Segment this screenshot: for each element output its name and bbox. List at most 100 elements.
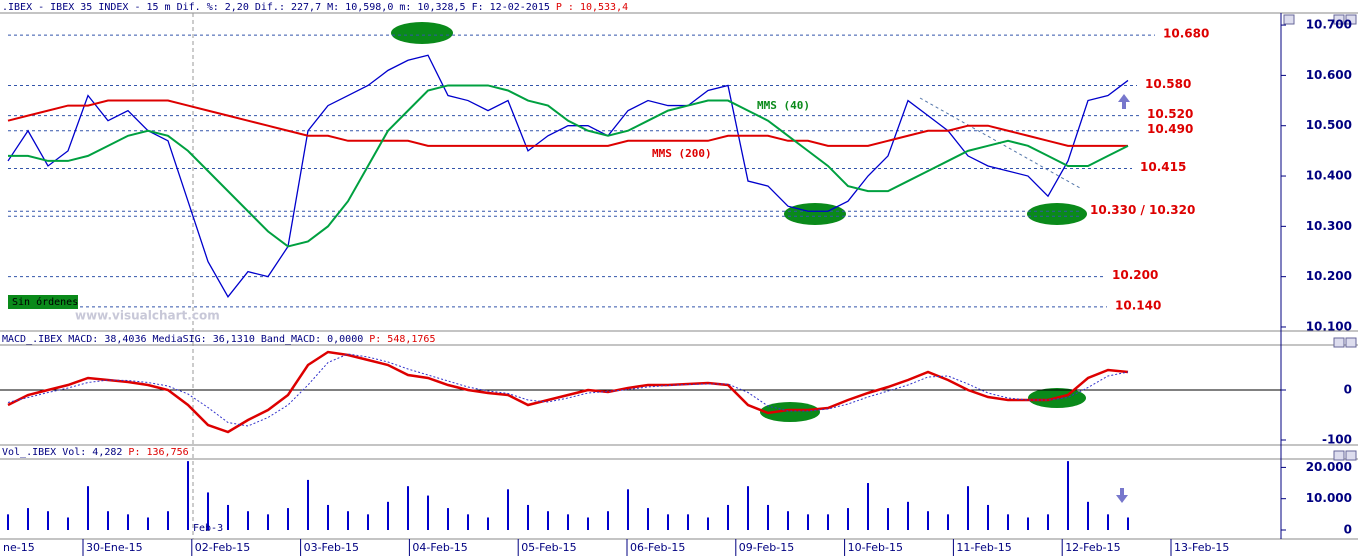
badge	[8, 295, 78, 309]
header: MACD_.IBEX MACD: 38,4036 MediaSIG: 36,13…	[2, 334, 435, 345]
button[interactable]	[1333, 337, 1345, 348]
x-tick-label: 12-Feb-15	[1065, 541, 1120, 554]
y-tick-label: 20.000	[1306, 460, 1352, 474]
volume-bar	[1047, 514, 1049, 530]
volume-bar	[267, 514, 269, 530]
x-tick-label: ne-15	[3, 541, 35, 554]
volume-bar	[167, 511, 169, 530]
level-label: 10.415	[1140, 160, 1186, 174]
volume-bar	[547, 511, 549, 530]
y-tick-label: 10.200	[1306, 269, 1352, 283]
volume-bar	[707, 517, 709, 530]
level-label: 10.330 / 10.320	[1090, 203, 1195, 217]
button[interactable]	[1345, 450, 1357, 461]
volume-bar	[987, 504, 989, 530]
volume-bar	[427, 495, 429, 530]
series-label: MMS (200)	[652, 147, 712, 160]
volume-bar	[247, 511, 249, 530]
level-label: 10.140	[1115, 298, 1161, 312]
x-tick-label: 03-Feb-15	[304, 541, 359, 554]
x-tick-label: 02-Feb-15	[195, 541, 250, 554]
volume-bar	[67, 517, 69, 530]
button[interactable]	[1345, 337, 1357, 348]
volume-bar	[687, 514, 689, 530]
volume-bar	[207, 492, 209, 530]
plot-layer: 10.700 10.600 10.500 10.400 10.300 10.200 10.1…	[0, 18, 1352, 556]
volume-bar	[887, 508, 889, 530]
window-buttons	[1283, 14, 1357, 461]
volume-bar	[1107, 514, 1109, 530]
x-tick-label: 06-Feb-15	[630, 541, 685, 554]
header-price: P: 548,1765	[369, 334, 435, 345]
y-tick-label: 10.600	[1306, 68, 1352, 82]
y-tick-label: 10.700	[1306, 18, 1352, 32]
volume-bar	[507, 489, 509, 530]
series-line	[7, 54, 1129, 298]
series-line	[7, 350, 1129, 434]
x-tick-label: 04-Feb-15	[412, 541, 467, 554]
volume-bar	[147, 517, 149, 530]
x-tick-label: 10-Feb-15	[848, 541, 903, 554]
header-text: .IBEX - IBEX 35 INDEX - 15 m Dif. %: 2,2…	[2, 2, 550, 13]
volume-bar	[647, 508, 649, 530]
annotation: Sin órdenes	[12, 296, 78, 308]
y-tick-label: 10.400	[1306, 169, 1352, 183]
y-tick-label: 10.000	[1306, 491, 1352, 505]
header-price: P: 136,756	[128, 447, 188, 458]
button[interactable]	[1283, 14, 1295, 25]
volume-bar	[967, 486, 969, 530]
header-text: Vol_.IBEX Vol: 4,282	[2, 447, 122, 458]
button[interactable]	[1333, 14, 1345, 25]
volume-bar	[47, 511, 49, 530]
volume-bar	[307, 479, 309, 530]
volume-bar	[1027, 517, 1029, 530]
annotation: Feb-3	[193, 523, 223, 534]
level-label: 10.580	[1145, 77, 1191, 91]
volume-bar	[947, 514, 949, 530]
header: Vol_.IBEX Vol: 4,282 P: 136,756	[2, 447, 189, 458]
button[interactable]	[1345, 14, 1357, 25]
volume-bar	[227, 504, 229, 530]
header: .IBEX - IBEX 35 INDEX - 15 m Dif. %: 2,2…	[2, 2, 628, 13]
volume-bar	[347, 511, 349, 530]
header-price: P : 10,533,4	[556, 2, 628, 13]
volume-bar	[727, 504, 729, 530]
arrow-down	[1116, 488, 1128, 503]
volume-bar	[387, 501, 389, 530]
volume-bar	[767, 504, 769, 530]
volume-bar	[127, 514, 129, 530]
volume-bar	[827, 514, 829, 530]
volume-bar	[807, 514, 809, 530]
series-line	[7, 353, 1129, 427]
volume-bar	[327, 504, 329, 530]
arrow-up	[1118, 94, 1130, 109]
y-tick-label: 10.300	[1306, 219, 1352, 233]
volume-bar	[187, 461, 189, 530]
x-tick-label: 13-Feb-15	[1174, 541, 1229, 554]
volume-bar	[907, 501, 909, 530]
level-label: 10.680	[1163, 27, 1209, 41]
y-tick-label: 0	[1344, 523, 1352, 537]
header-text: MACD_.IBEX MACD: 38,4036 MediaSIG: 36,13…	[2, 334, 363, 345]
level-label: 10.490	[1147, 122, 1193, 136]
series-line	[8, 84, 1129, 248]
volume-bar	[607, 511, 609, 530]
volume-bar	[407, 486, 409, 530]
series-line	[7, 99, 1128, 147]
level-label: 10.520	[1147, 107, 1193, 121]
volume-bar	[627, 489, 629, 530]
volume-bar	[27, 508, 29, 530]
volume-bar	[927, 511, 929, 530]
volume-bar	[1067, 461, 1069, 530]
x-tick-label: 09-Feb-15	[739, 541, 794, 554]
volume-bar	[87, 486, 89, 530]
volume-bar	[1007, 514, 1009, 530]
volume-bar	[747, 486, 749, 530]
volume-bar	[487, 517, 489, 530]
y-tick-label: -100	[1322, 433, 1352, 447]
button[interactable]	[1333, 450, 1345, 461]
volume-bar	[1127, 517, 1129, 530]
volume-bar	[367, 514, 369, 530]
volume-bar	[447, 508, 449, 530]
